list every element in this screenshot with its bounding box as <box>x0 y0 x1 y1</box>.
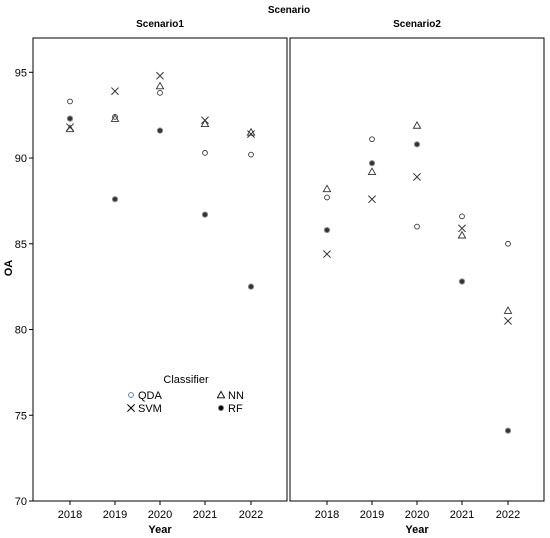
point-rf <box>66 115 74 122</box>
point-qda <box>505 240 511 247</box>
point-nn <box>110 114 120 122</box>
legend-marker-svm <box>127 404 135 412</box>
legend-entry-nn: NN <box>216 390 244 402</box>
point-qda <box>157 90 163 96</box>
y-tick-label: 75 <box>15 410 27 422</box>
legend-label: NN <box>228 390 244 402</box>
legend-entry-rf: RF <box>217 403 243 415</box>
point-rf <box>368 160 376 167</box>
legend-label: SVM <box>138 403 162 415</box>
point-qda <box>414 223 420 230</box>
legend-entry-qda: QDA <box>128 390 163 402</box>
point-svm <box>504 316 512 325</box>
point-qda <box>67 98 73 105</box>
x-tick-label: 2019 <box>103 509 127 521</box>
point-rf <box>201 211 209 218</box>
point-nn <box>200 119 210 127</box>
point-rf <box>111 196 119 203</box>
point-rf <box>156 127 164 134</box>
point-nn <box>367 167 377 176</box>
point-svm <box>323 250 331 259</box>
legend-entry-svm: SVM <box>127 403 162 415</box>
point-svm <box>413 172 421 181</box>
x-tick-label: 2022 <box>496 509 520 521</box>
legend-label: RF <box>228 403 243 415</box>
x-axis-label: Year <box>148 524 172 536</box>
point-svm <box>66 123 74 132</box>
x-axis-label: Year <box>405 524 429 536</box>
point-rf <box>247 283 255 290</box>
point-qda <box>369 136 375 143</box>
point-rf <box>323 226 331 234</box>
point-qda <box>459 213 465 220</box>
point-svm <box>111 87 119 96</box>
point-rf <box>413 141 421 148</box>
y-tick-label: 90 <box>15 153 27 165</box>
point-nn <box>322 184 332 193</box>
panel-title: Scenario2 <box>393 19 441 30</box>
point-nn <box>457 230 467 239</box>
point-nn <box>65 124 75 133</box>
point-nn <box>503 306 513 314</box>
point-svm <box>247 130 255 138</box>
point-rf <box>458 278 466 285</box>
y-tick-label: 70 <box>15 496 27 508</box>
x-tick-label: 2021 <box>193 509 217 521</box>
chart-title: Scenario <box>268 5 310 16</box>
point-svm <box>368 195 376 204</box>
y-tick-label: 85 <box>15 239 27 251</box>
x-tick-label: 2020 <box>148 509 172 521</box>
point-svm <box>201 116 209 125</box>
y-tick-label: 80 <box>15 325 27 337</box>
x-tick-label: 2018 <box>315 509 339 521</box>
point-qda <box>248 151 254 158</box>
legend-marker-nn <box>216 390 226 399</box>
panel-scenario2: Scenario2 2018 2019 2020 2021 2022 Year <box>289 19 545 536</box>
point-qda <box>324 194 330 201</box>
panel-frame <box>32 37 288 502</box>
point-svm <box>156 71 164 80</box>
legend-title: Classifier <box>163 374 209 386</box>
x-tick-label: 2018 <box>58 509 82 521</box>
x-tick-label: 2021 <box>450 509 474 521</box>
x-tick-label: 2020 <box>405 509 429 521</box>
point-qda <box>202 150 208 156</box>
point-nn <box>412 120 422 129</box>
y-axis-label: OA <box>3 260 15 277</box>
panel-scenario1: Scenario1 70 75 80 85 90 95 2018 2019 2020 2021 202… <box>15 19 288 536</box>
legend-marker-rf <box>217 404 225 412</box>
x-tick-label: 2019 <box>360 509 384 521</box>
legend-marker-qda <box>128 392 134 398</box>
legend-label: QDA <box>138 390 163 402</box>
point-svm <box>458 224 466 233</box>
y-tick-label: 95 <box>15 67 27 79</box>
panel-title: Scenario1 <box>136 19 184 30</box>
panels: Scenario1 70 75 80 85 90 95 2018 2019 2020 2021 202… <box>15 19 545 536</box>
point-rf <box>504 427 512 434</box>
x-tick-label: 2022 <box>239 509 263 521</box>
point-nn <box>155 81 165 90</box>
